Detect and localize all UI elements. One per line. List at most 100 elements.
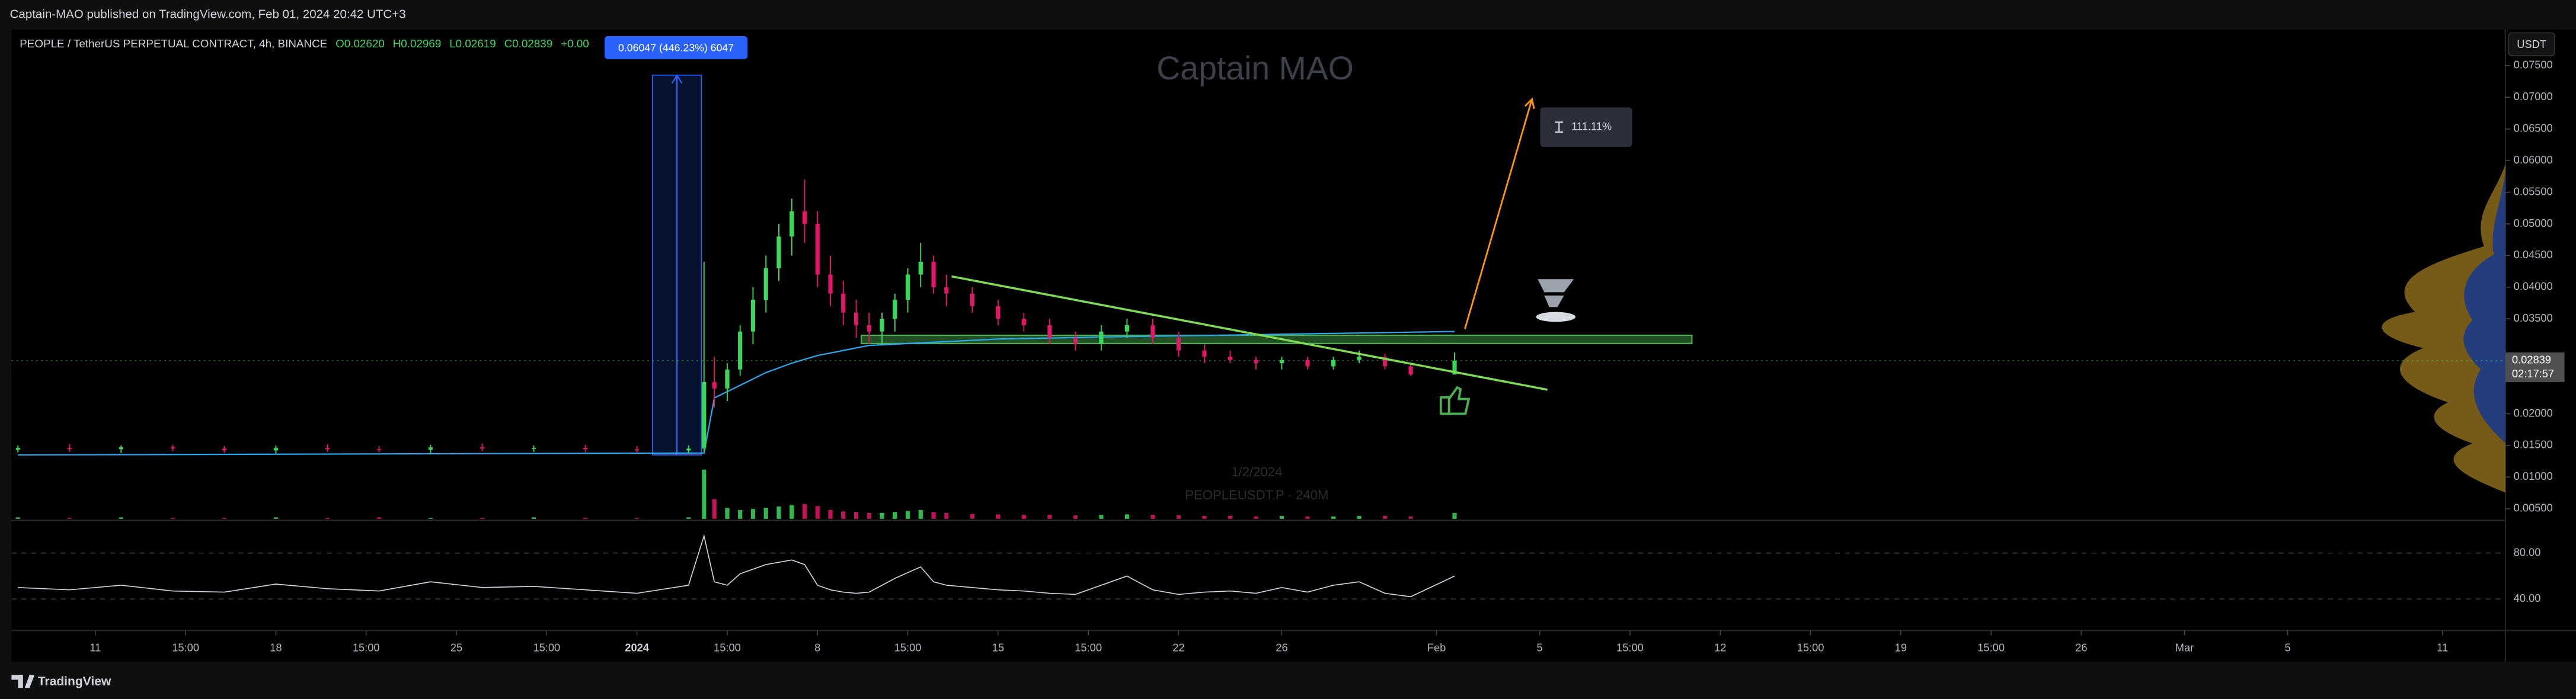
volume-bar: [702, 469, 707, 519]
thumbs-up-icon: [1439, 386, 1471, 415]
x-tick-label: 15:00: [172, 642, 199, 654]
volume-bar: [1021, 515, 1026, 519]
x-tick-label: 15:00: [1075, 642, 1102, 654]
volume-bar: [1228, 515, 1233, 519]
y-tick-label: 0.06000: [2514, 153, 2553, 166]
candle-body: [1452, 360, 1457, 375]
volume-bar: [867, 512, 871, 519]
y-tick-label: 0.05000: [2514, 217, 2553, 229]
volume-bar: [1357, 515, 1361, 519]
volume-bar: [854, 512, 859, 519]
volume-bar: [531, 517, 536, 519]
volume-bar: [763, 508, 768, 519]
volume-bar: [841, 511, 846, 519]
candle-body: [222, 448, 226, 451]
x-tick-label: 15:00: [1797, 642, 1824, 654]
volume-bar: [1150, 515, 1155, 519]
x-tick-label: 26: [1276, 642, 1287, 654]
currency[interactable]: USDT: [2517, 38, 2546, 50]
candle-body: [1124, 325, 1130, 332]
volume-bar: [1047, 515, 1052, 519]
candle-body: [67, 448, 72, 450]
candle-body: [376, 449, 382, 450]
candle-body: [635, 449, 640, 451]
volume-bar: [119, 517, 123, 519]
volume-bar: [893, 512, 897, 519]
volume-bar: [1099, 515, 1104, 519]
volume-bar: [1452, 512, 1457, 519]
rsi-line: [18, 534, 1455, 598]
x-tick-label: 5: [1537, 642, 1543, 654]
volume-bar: [170, 518, 175, 519]
candle-body: [1099, 331, 1104, 344]
x-tick-label: 15:00: [533, 642, 560, 654]
volume-bar: [1279, 515, 1284, 519]
footer-brand: TradingView: [38, 675, 111, 688]
volume-bar: [880, 512, 884, 519]
candle-body: [686, 448, 691, 451]
measure-label: 0.06047 (446.23%) 6047: [618, 41, 734, 53]
rsi-tick-label: 80.00: [2514, 546, 2541, 559]
candle-body: [428, 447, 433, 450]
candle-body: [325, 448, 330, 450]
x-tick-label: 19: [1895, 642, 1907, 654]
target-label-box: [1540, 107, 1632, 147]
trendline: [951, 275, 1548, 391]
chart-area: [11, 29, 2576, 662]
x-tick-label: 15: [992, 642, 1004, 654]
volume-bar: [67, 518, 72, 519]
volume-bar: [1408, 516, 1413, 519]
volume-bar: [725, 508, 730, 519]
last-price-box: [2505, 352, 2565, 382]
session-date: 1/2/2024: [1231, 464, 1282, 479]
y-tick-label: 0.06500: [2514, 121, 2553, 134]
volume-bar: [1124, 514, 1130, 519]
candle-body: [880, 319, 884, 332]
currency-button[interactable]: [2508, 32, 2555, 57]
y-tick-label: 0.04500: [2514, 248, 2553, 261]
x-tick-label: 18: [270, 642, 282, 654]
volume-bar: [815, 506, 820, 519]
volume-bar: [15, 517, 20, 519]
candle-body: [119, 447, 123, 450]
x-tick-label: Feb: [1427, 642, 1446, 654]
x-tick-label: 8: [814, 642, 820, 654]
candle-body: [1408, 366, 1413, 375]
volume-bar: [583, 518, 588, 519]
volume-bar: [738, 509, 743, 519]
x-tick-label: 15:00: [714, 642, 741, 654]
candle-body: [273, 448, 279, 451]
candle-body: [931, 262, 936, 287]
measure-label-box: [604, 36, 748, 59]
watermark: Captain MAO: [1156, 50, 1354, 86]
candle-body: [583, 448, 588, 450]
x-tick-label: 11: [2437, 642, 2448, 654]
x-tick-label: 15:00: [1977, 642, 2005, 654]
candle-body: [1228, 357, 1233, 360]
volume-profile-value-area: [2463, 172, 2505, 444]
candle-body: [1305, 360, 1310, 367]
candle-body: [841, 293, 846, 313]
y-tick-label: 0.07000: [2514, 90, 2553, 102]
y-tick-label: 0.04000: [2514, 280, 2553, 293]
session-symbol: PEOPLEUSDT.P · 240M: [1185, 488, 1328, 502]
volume-bar: [1254, 516, 1258, 519]
x-tick-label: 11: [90, 642, 101, 654]
publisher: Captain-MAO published on TradingView.com…: [10, 7, 406, 21]
target-label: 111.11%: [1571, 120, 1612, 132]
y-tick-label: 0.05500: [2514, 185, 2553, 197]
candle-body: [1073, 338, 1078, 344]
candle-body: [854, 312, 859, 325]
x-tick-label: 25: [450, 642, 462, 654]
candle-body: [815, 223, 820, 275]
volume-bar: [970, 514, 974, 519]
x-tick-label: 15:00: [1616, 642, 1644, 654]
volume-bar: [1331, 516, 1336, 519]
candle-body: [1279, 360, 1284, 364]
ohlc-value: O0.02620: [335, 37, 385, 50]
candle-body: [1357, 357, 1361, 360]
ohlc-value: L0.02619: [449, 37, 496, 50]
y-tick-label: 0.00500: [2514, 502, 2553, 514]
candle-body: [480, 447, 485, 449]
